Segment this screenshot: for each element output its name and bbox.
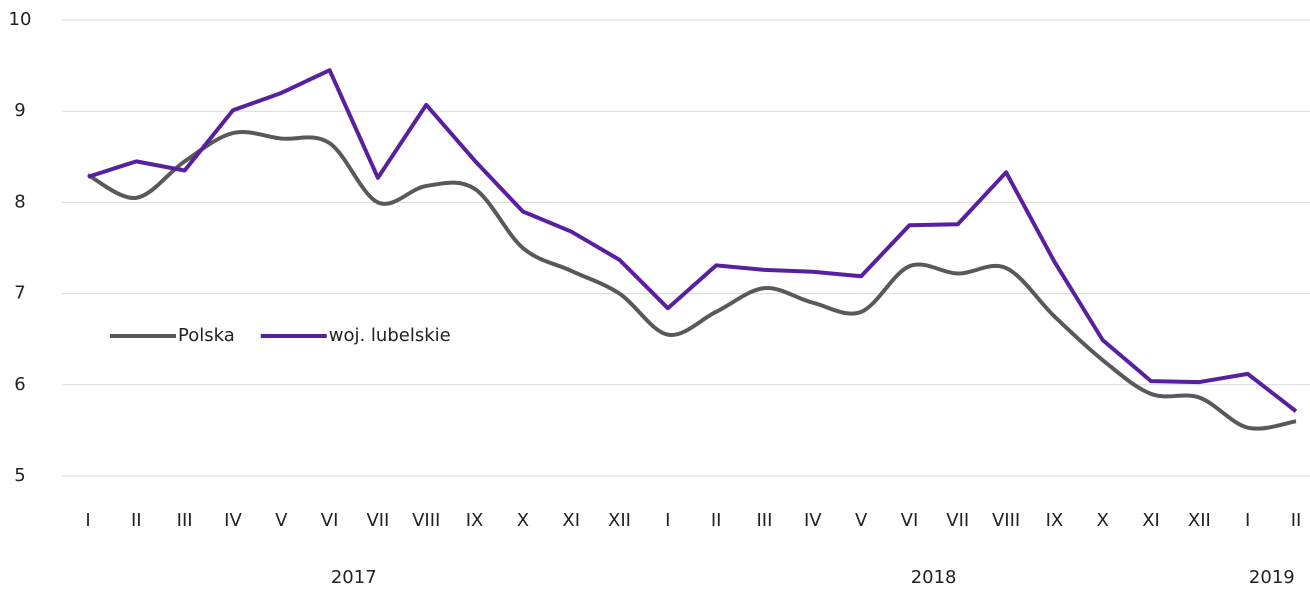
x-tick-label: X <box>1097 510 1109 531</box>
x-tick-label: X <box>517 510 529 531</box>
x-tick-label: III <box>757 510 773 531</box>
y-tick-label: 8 <box>14 191 25 212</box>
year-label: 2017 <box>331 567 377 588</box>
x-tick-label: IV <box>804 510 822 531</box>
x-tick-label: I <box>85 510 90 531</box>
x-tick-label: III <box>177 510 193 531</box>
x-tick-label: II <box>711 510 722 531</box>
x-tick-label: V <box>275 510 288 531</box>
legend-label: woj. lubelskie <box>329 325 451 346</box>
x-tick-label: VI <box>321 510 339 531</box>
y-tick-label: 7 <box>14 283 25 304</box>
x-tick-label: V <box>855 510 868 531</box>
x-tick-label: II <box>1291 510 1302 531</box>
x-tick-label: IX <box>1046 510 1064 531</box>
x-tick-label: VIII <box>412 510 440 531</box>
x-tick-label: IV <box>224 510 242 531</box>
x-tick-label: XI <box>1142 510 1160 531</box>
y-tick-label: 9 <box>14 100 25 121</box>
x-tick-label: VI <box>901 510 919 531</box>
y-tick-label: 10 <box>9 9 32 30</box>
x-tick-label: VII <box>366 510 389 531</box>
x-tick-label: XI <box>562 510 580 531</box>
year-label: 2018 <box>911 567 957 588</box>
x-tick-label: I <box>665 510 670 531</box>
series-line <box>87 130 1297 431</box>
x-tick-label: I <box>1245 510 1250 531</box>
x-tick-label: XII <box>608 510 631 531</box>
series-line <box>87 68 1298 413</box>
x-tick-label: VIII <box>992 510 1020 531</box>
x-tick-label: II <box>131 510 142 531</box>
x-tick-label: IX <box>466 510 484 531</box>
year-label: 2019 <box>1249 567 1295 588</box>
x-tick-label: XII <box>1188 510 1211 531</box>
y-tick-label: 6 <box>14 374 25 395</box>
x-tick-label: VII <box>946 510 969 531</box>
legend-label: Polska <box>178 325 235 346</box>
y-tick-label: 5 <box>14 465 25 486</box>
